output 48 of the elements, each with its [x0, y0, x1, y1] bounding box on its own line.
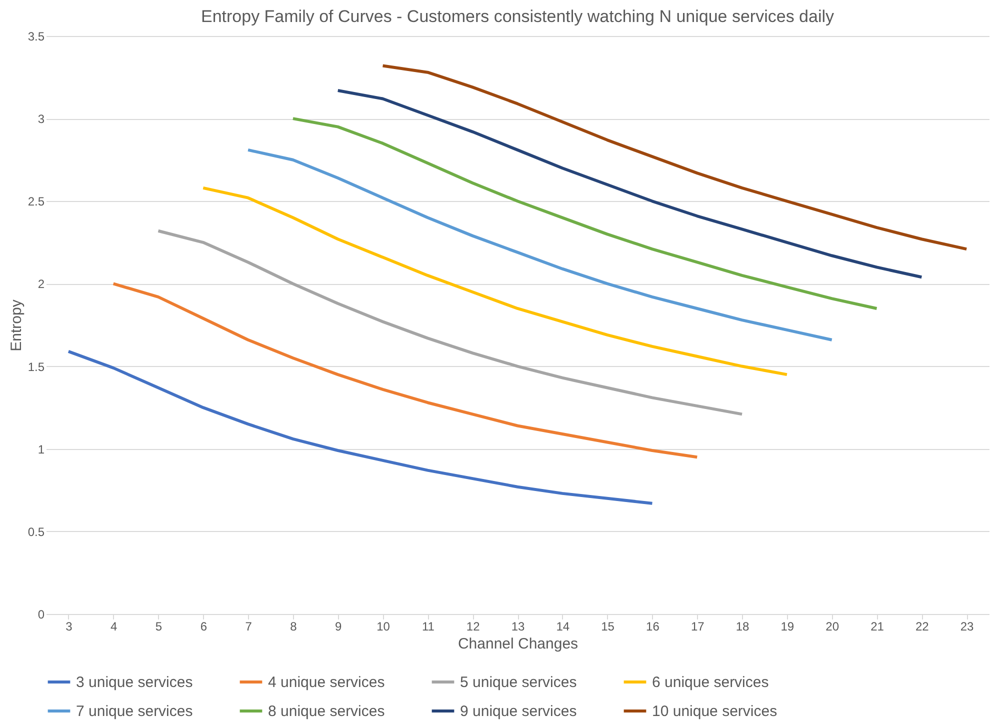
x-tick-label: 13: [511, 620, 525, 634]
x-tick-label: 15: [601, 620, 615, 634]
x-axis-title: Channel Changes: [458, 636, 578, 652]
x-tick-label: 16: [646, 620, 660, 634]
y-tick-label: 2: [38, 277, 45, 292]
x-tick-label: 7: [245, 620, 252, 634]
legend-label: 6 unique services: [652, 674, 769, 691]
x-tick-label: 9: [335, 620, 342, 634]
legend-label: 9 unique services: [460, 703, 577, 720]
x-tick-label: 20: [826, 620, 840, 634]
line-series: [66, 350, 654, 505]
line-series: [202, 186, 788, 376]
line-series: [336, 88, 924, 279]
x-tick-label: 5: [155, 620, 162, 634]
legend-label: 10 unique services: [652, 703, 778, 720]
x-tick-label: 3: [66, 620, 73, 634]
x-tick-label: 8: [290, 620, 298, 634]
x-tick-label: 11: [422, 620, 435, 634]
x-tick-label: 17: [690, 620, 705, 634]
y-tick-label: 1.5: [28, 360, 45, 374]
x-tick-label: 4: [110, 620, 118, 634]
x-tick-label: 18: [736, 620, 750, 634]
x-tick-label: 21: [870, 620, 884, 634]
line-series: [381, 64, 968, 251]
y-tick-label: 3: [38, 112, 45, 126]
line-series: [112, 282, 699, 459]
x-tick-label: 12: [466, 620, 480, 634]
legend-label: 3 unique services: [76, 674, 193, 691]
y-tick-label: 0: [38, 608, 45, 622]
y-tick-label: 0.5: [28, 524, 45, 539]
y-tick-label: 3.5: [28, 30, 45, 44]
legend-label: 7 unique services: [76, 703, 193, 720]
x-tick-label: 14: [556, 620, 570, 634]
x-tick-label: 19: [780, 620, 794, 634]
y-tick-label: 1: [38, 442, 45, 456]
legend-label: 4 unique services: [268, 674, 385, 691]
legend-label: 8 unique services: [268, 703, 385, 720]
x-tick-label: 10: [376, 620, 390, 634]
legend-label: 5 unique services: [460, 674, 577, 691]
y-tick-label: 2.5: [28, 194, 45, 209]
x-tick-label: 6: [200, 620, 208, 634]
x-tick-label: 22: [915, 620, 930, 634]
x-tick-label: 23: [960, 620, 974, 634]
line-series: [246, 148, 834, 342]
line-series: [156, 229, 744, 416]
y-axis-title: Entropy: [8, 299, 25, 352]
line-series: [291, 117, 878, 310]
chart-title: Entropy Family of Curves - Customers consistently watching N unique services daily: [200, 7, 834, 26]
